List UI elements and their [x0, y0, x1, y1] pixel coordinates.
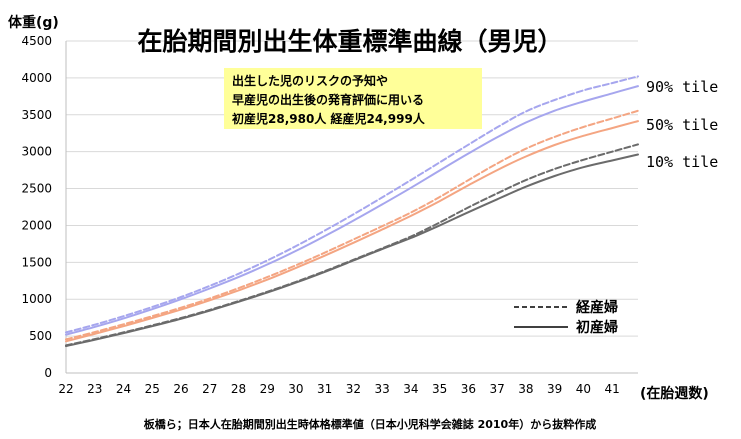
x-tick-label: 35	[432, 382, 447, 396]
annotation-line-3: 初産児28,980人 経産児24,999人	[232, 111, 426, 126]
y-tick-label: 3500	[21, 108, 52, 122]
annotation-line-2: 早産児の出生後の発育評価に用いる	[232, 92, 424, 107]
series-line-p50-solid	[65, 120, 639, 343]
legend-label-dashed: 経産婦	[576, 299, 618, 316]
x-tick-label: 32	[346, 382, 361, 396]
y-tick-label: 1500	[21, 255, 52, 269]
x-tick-label: 26	[173, 382, 188, 396]
y-tick-label: 4000	[21, 71, 52, 85]
x-tick-label: 40	[576, 382, 591, 396]
y-axis-label: 体重(g)	[8, 14, 59, 31]
annotation-note: 出生した児のリスクの予知や 早産児の出生後の発育評価に用いる 初産児28,980…	[224, 68, 482, 129]
label-10-percentile: 10% tile	[646, 153, 718, 171]
y-tick-label: 4500	[21, 34, 52, 48]
x-tick-label: 33	[375, 382, 390, 396]
x-tick-label: 23	[87, 382, 102, 396]
x-tick-label: 34	[403, 382, 418, 396]
x-tick-label: 39	[547, 382, 562, 396]
x-tick-label: 28	[231, 382, 246, 396]
x-tick-label: 29	[260, 382, 275, 396]
x-tick-label: 22	[58, 382, 73, 396]
x-tick-label: 36	[461, 382, 476, 396]
y-tick-label: 3000	[21, 145, 52, 159]
x-tick-label: 27	[202, 382, 217, 396]
y-tick-label: 2000	[21, 218, 52, 232]
chart-title: 在胎期間別出生体重標準曲線（男児）	[137, 27, 562, 56]
y-tick-label: 1000	[21, 292, 52, 306]
label-90-percentile: 90% tile	[646, 78, 718, 96]
legend-label-solid: 初産婦	[576, 319, 618, 336]
x-tick-label: 37	[490, 382, 505, 396]
x-axis-label: (在胎週数)	[640, 385, 709, 402]
x-tick-label: 25	[145, 382, 160, 396]
series-line-p50-dashed	[65, 109, 639, 341]
annotation-line-1: 出生した児のリスクの予知や	[232, 73, 388, 88]
source-note: 板橋ら；日本人在胎期間別出生時体格標準値（日本小児科学会雑誌 2010年）から抜…	[144, 417, 596, 431]
x-tick-label: 38	[518, 382, 533, 396]
x-tick-label: 41	[604, 382, 619, 396]
series-lines	[65, 75, 639, 348]
series-line-p90-solid	[65, 85, 639, 336]
x-tick-label: 31	[317, 382, 332, 396]
series-line-p10-dashed	[65, 143, 639, 347]
y-axis-ticks: 0 500 1000 1500 2000 2500 3000 3500 4000 4500	[21, 34, 52, 380]
x-tick-label: 24	[116, 382, 131, 396]
y-tick-label: 500	[29, 329, 52, 343]
label-50-percentile: 50% tile	[646, 116, 718, 134]
series-line-p90-dashed	[65, 75, 639, 334]
x-tick-label: 30	[288, 382, 303, 396]
y-tick-label: 0	[44, 366, 52, 380]
x-axis-ticks: 22 23 24 25 26 27 28 29 30 31 32 33 34 35 36 37 38 39 40 41	[58, 382, 619, 396]
legend: 経産婦 初産婦	[514, 299, 618, 336]
y-tick-label: 2500	[21, 182, 52, 196]
series-line-p10-solid	[65, 153, 639, 348]
annotation-box	[224, 68, 482, 129]
